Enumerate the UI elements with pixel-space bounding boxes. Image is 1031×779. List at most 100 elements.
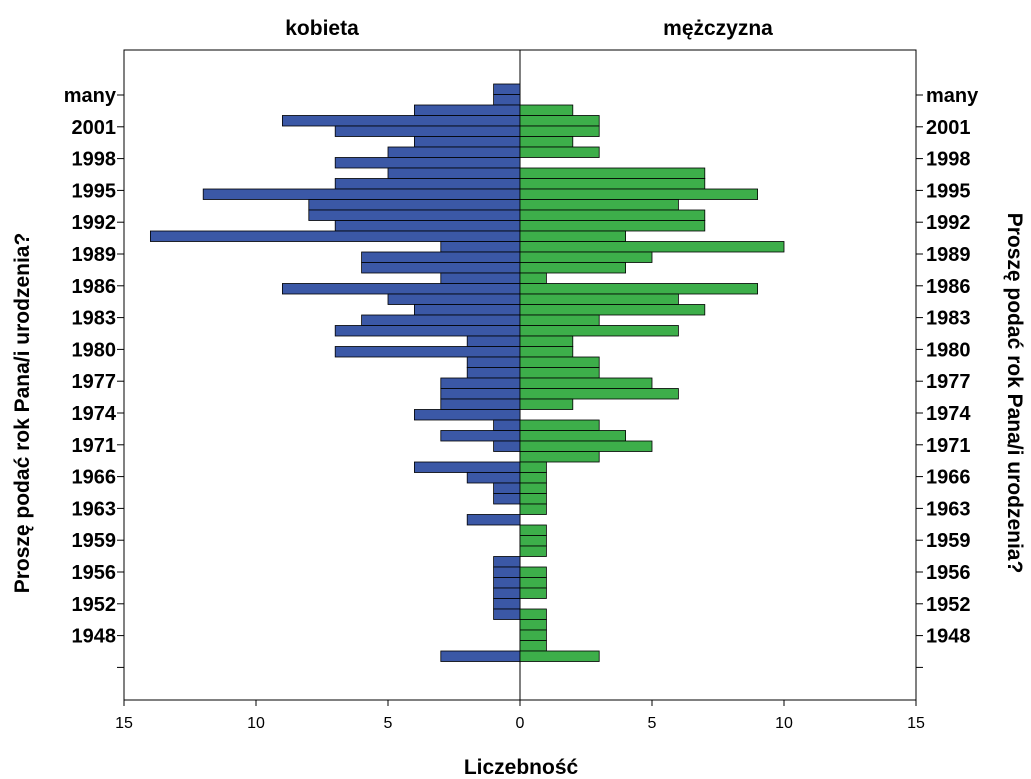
bar-mezczyzna xyxy=(519,220,706,232)
bar-kobieta xyxy=(493,556,521,568)
bar-kobieta xyxy=(281,283,521,295)
bar-mezczyzna xyxy=(519,262,626,274)
x-tick-label: 10 xyxy=(775,715,793,732)
bar-mezczyzna xyxy=(519,167,706,179)
bar-mezczyzna xyxy=(519,346,574,358)
bar-mezczyzna xyxy=(519,146,600,158)
y-tick-label-left: 1971 xyxy=(72,435,117,457)
bar-kobieta xyxy=(334,178,521,190)
bar-mezczyzna xyxy=(519,629,547,641)
bar-kobieta xyxy=(387,146,521,158)
bar-mezczyzna xyxy=(519,577,547,589)
x-tick-label: 10 xyxy=(247,715,265,732)
bar-mezczyzna xyxy=(519,619,547,631)
y-tick-label-left: 1956 xyxy=(72,562,117,584)
bar-kobieta xyxy=(440,272,521,284)
bar-kobieta xyxy=(493,598,521,610)
y-tick-label-right: 1995 xyxy=(926,180,971,202)
y-tick-label-right: 1959 xyxy=(926,530,971,552)
bar-kobieta xyxy=(493,566,521,578)
y-tick-label-right: 1986 xyxy=(926,276,971,298)
y-tick-label-right: 1989 xyxy=(926,244,971,266)
bar-kobieta xyxy=(440,430,521,442)
bar-mezczyzna xyxy=(519,325,679,337)
bar-kobieta xyxy=(413,461,521,473)
y-tick-label-left: many xyxy=(64,85,117,107)
y-tick-label-right: 1998 xyxy=(926,149,971,171)
bar-mezczyzna xyxy=(519,524,547,536)
bar-mezczyzna xyxy=(519,451,600,463)
y-tick-label-left: 1952 xyxy=(72,594,117,616)
y-tick-label-right: 2001 xyxy=(926,117,971,139)
y-tick-label-left: 1995 xyxy=(72,180,117,202)
x-tick-label: 5 xyxy=(648,715,657,732)
bar-mezczyzna xyxy=(519,251,653,263)
bar-kobieta xyxy=(334,325,521,337)
x-axis-label: Liczebność xyxy=(464,756,579,779)
y-tick-label-left: 1974 xyxy=(72,403,117,425)
bar-mezczyzna xyxy=(519,104,574,116)
bar-kobieta xyxy=(361,262,521,274)
y-tick-label-right: 1956 xyxy=(926,562,971,584)
bar-mezczyzna xyxy=(519,398,574,410)
x-tick-label: 5 xyxy=(384,715,393,732)
bar-kobieta xyxy=(440,650,521,662)
bar-mezczyzna xyxy=(519,314,600,326)
y-tick-label-left: 1959 xyxy=(72,530,117,552)
bar-kobieta xyxy=(466,514,521,526)
y-tick-label-right: many xyxy=(926,85,979,107)
y-tick-label-right: 1966 xyxy=(926,467,971,489)
y-tick-label-right: 1992 xyxy=(926,212,971,234)
bar-kobieta xyxy=(308,209,521,221)
y-tick-label-right: 1980 xyxy=(926,339,971,361)
bar-mezczyzna xyxy=(519,461,547,473)
bar-mezczyzna xyxy=(519,377,653,389)
bar-mezczyzna xyxy=(519,356,600,368)
y-tick-label-left: 1963 xyxy=(72,498,117,520)
x-tick-label: 0 xyxy=(516,715,525,732)
bar-kobieta xyxy=(440,241,521,253)
bar-mezczyzna xyxy=(519,472,547,484)
bar-kobieta xyxy=(493,94,521,106)
bar-mezczyzna xyxy=(519,566,547,578)
y-tick-label-left: 1986 xyxy=(72,276,117,298)
bar-kobieta xyxy=(493,440,521,452)
bar-kobieta xyxy=(334,157,521,169)
bar-mezczyzna xyxy=(519,419,600,431)
bar-kobieta xyxy=(361,251,521,263)
bar-kobieta xyxy=(334,125,521,137)
bar-mezczyzna xyxy=(519,230,626,242)
bar-kobieta xyxy=(281,115,521,127)
bar-kobieta xyxy=(361,314,521,326)
bar-mezczyzna xyxy=(519,293,679,305)
bar-mezczyzna xyxy=(519,272,547,284)
y-tick-label-left: 1948 xyxy=(72,626,117,648)
y-tick-label-right: 1974 xyxy=(926,403,971,425)
bar-kobieta xyxy=(466,356,521,368)
bar-mezczyzna xyxy=(519,608,547,620)
bar-mezczyzna xyxy=(519,535,547,547)
bar-kobieta xyxy=(387,167,521,179)
bar-kobieta xyxy=(493,577,521,589)
bar-kobieta xyxy=(334,346,521,358)
bar-kobieta xyxy=(493,83,521,95)
bar-mezczyzna xyxy=(519,503,547,515)
bar-mezczyzna xyxy=(519,640,547,652)
bar-mezczyzna xyxy=(519,125,600,137)
bar-kobieta xyxy=(466,367,521,379)
left-panel-title: kobieta xyxy=(285,17,359,40)
bar-mezczyzna xyxy=(519,241,785,253)
y-tick-label-left: 1998 xyxy=(72,149,117,171)
bar-kobieta xyxy=(440,398,521,410)
bar-mezczyzna xyxy=(519,650,600,662)
bar-kobieta xyxy=(413,104,521,116)
bar-kobieta xyxy=(493,587,521,599)
bar-kobieta xyxy=(440,388,521,400)
x-tick-label: 15 xyxy=(907,715,925,732)
bar-mezczyzna xyxy=(519,136,574,148)
bar-kobieta xyxy=(334,220,521,232)
bar-kobieta xyxy=(149,230,521,242)
bar-kobieta xyxy=(493,493,521,505)
bar-mezczyzna xyxy=(519,367,600,379)
bar-kobieta xyxy=(387,293,521,305)
